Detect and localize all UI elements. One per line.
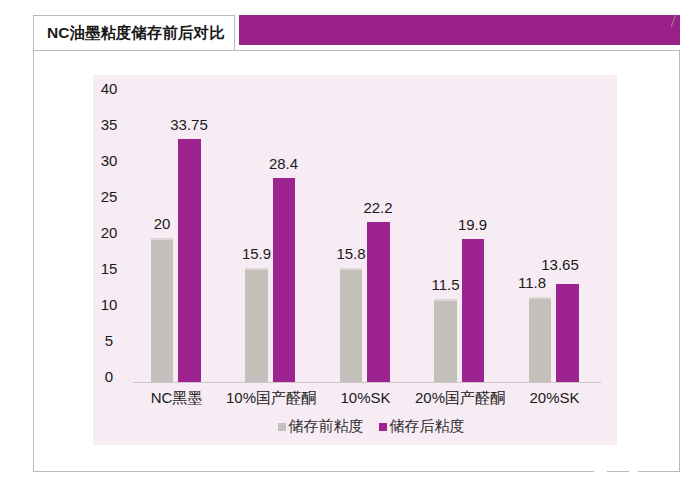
y-axis-label: 40 (95, 80, 123, 98)
legend-swatch (379, 423, 387, 431)
y-axis-label: 35 (95, 116, 123, 134)
legend: 储存前粘度 储存后粘度 (109, 417, 633, 436)
x-axis-line (133, 382, 601, 383)
bar-value-label: 19.9 (433, 216, 513, 233)
y-axis-label: 15 (95, 260, 123, 278)
bar-after-storage (556, 284, 579, 382)
x-axis-label: 20%SK (495, 389, 615, 406)
legend-item-before-storage: 储存前粘度 (278, 417, 364, 436)
legend-label: 储存前粘度 (289, 417, 364, 436)
bar-before-storage (340, 268, 363, 382)
legend-swatch (278, 423, 286, 431)
bar-before-storage (434, 299, 457, 382)
y-axis-label: 5 (95, 332, 123, 350)
y-axis-label: 0 (95, 368, 123, 386)
bar-after-storage (273, 178, 296, 382)
y-axis-label: 25 (95, 188, 123, 206)
chart-title: NC油墨粘度储存前后对比 (47, 23, 224, 44)
border-gap (629, 470, 638, 473)
bar-before-storage (151, 238, 174, 382)
bar-after-storage (367, 222, 390, 382)
bar-value-label: 22.2 (338, 199, 418, 216)
y-axis-label: 10 (95, 296, 123, 314)
bar-value-label: 33.75 (149, 116, 229, 133)
bar-after-storage (462, 239, 485, 382)
bar-value-label: 28.4 (244, 155, 324, 172)
plot-area: 储存前粘度储存后粘度 0510152025303540NC黑墨2033.7510… (93, 75, 617, 445)
page: { "chart_data": { "type": "bar", "title"… (0, 0, 697, 488)
y-axis-label: 20 (95, 224, 123, 242)
bar-value-label: 13.65 (520, 256, 600, 273)
border-gap (594, 470, 607, 473)
legend-item-after-storage: 储存后粘度 (379, 417, 465, 436)
legend-label: 储存后粘度 (390, 417, 465, 436)
y-axis-label: 30 (95, 152, 123, 170)
chart-title-box: NC油墨粘度储存前后对比 (33, 15, 235, 51)
bar-before-storage (529, 297, 552, 382)
bar-before-storage (245, 268, 268, 382)
header-banner (239, 15, 680, 45)
bar-after-storage (178, 139, 201, 382)
